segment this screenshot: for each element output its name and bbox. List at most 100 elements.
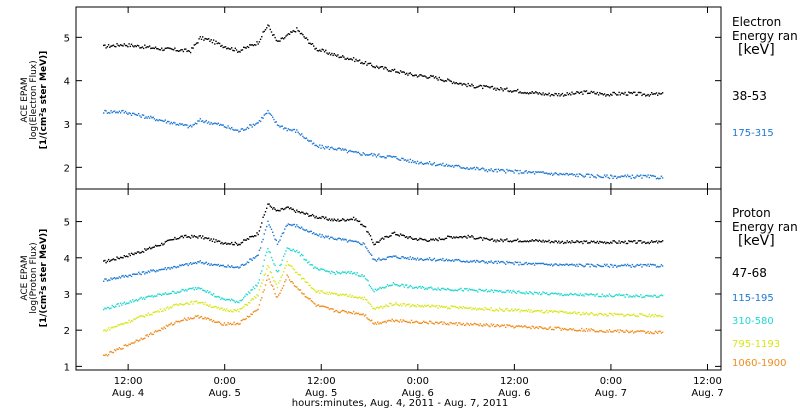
data-point: [601, 313, 603, 315]
data-point: [583, 313, 585, 315]
data-point: [187, 317, 189, 319]
data-point: [298, 274, 300, 276]
data-point: [150, 248, 152, 250]
data-point: [398, 305, 401, 307]
data-point: [118, 305, 121, 307]
data-point: [317, 217, 320, 219]
data-point: [505, 326, 507, 329]
data-point: [578, 263, 580, 265]
data-point: [298, 251, 300, 253]
data-point: [336, 220, 338, 222]
data-point: [179, 122, 181, 125]
data-point: [249, 292, 251, 294]
data-point: [171, 123, 174, 125]
data-point: [136, 339, 139, 342]
data-point: [223, 265, 226, 268]
data-point: [463, 324, 466, 327]
data-point: [130, 320, 133, 322]
data-point: [661, 265, 664, 267]
data-point: [315, 215, 317, 218]
data-point: [595, 293, 597, 296]
data-point: [461, 167, 463, 169]
data-point: [346, 271, 349, 273]
data-point: [250, 236, 252, 238]
data-point: [113, 277, 116, 279]
data-point: [156, 118, 158, 121]
data-point: [139, 315, 141, 317]
data-point: [630, 266, 632, 268]
data-point: [471, 324, 473, 326]
data-point: [622, 294, 624, 297]
data-point: [576, 330, 578, 332]
data-point: [332, 147, 334, 150]
data-point: [391, 156, 393, 158]
data-point: [479, 236, 481, 239]
data-point: [256, 309, 258, 311]
data-point: [573, 293, 576, 295]
data-point: [123, 255, 125, 257]
data-point: [106, 329, 109, 331]
data-point: [605, 331, 607, 333]
data-point: [502, 324, 504, 327]
data-point: [419, 285, 421, 288]
data-point: [590, 263, 592, 266]
data-point: [290, 129, 292, 131]
data-point: [473, 87, 475, 89]
data-point: [191, 234, 193, 237]
data-point: [142, 297, 145, 299]
data-point: [640, 263, 642, 266]
data-point: [437, 259, 439, 261]
data-point: [104, 44, 106, 46]
data-point: [570, 94, 572, 96]
data-point: [408, 161, 410, 163]
data-point: [191, 126, 193, 128]
data-point: [299, 134, 302, 136]
data-point: [194, 43, 197, 46]
data-point: [146, 296, 148, 298]
data-point: [433, 323, 436, 325]
data-point: [381, 237, 384, 239]
data-point: [533, 310, 536, 312]
data-point: [317, 235, 320, 237]
data-point: [641, 313, 643, 315]
data-point: [159, 119, 162, 121]
data-point: [525, 240, 527, 243]
data-point: [263, 289, 265, 291]
data-point: [366, 154, 368, 156]
data-point: [513, 327, 515, 329]
data-point: [526, 310, 529, 313]
data-point: [472, 236, 474, 238]
data-point: [169, 47, 171, 50]
data-point: [299, 289, 302, 291]
data-point: [617, 265, 619, 267]
data-point: [308, 42, 310, 44]
data-point: [185, 289, 187, 291]
data-point: [181, 319, 183, 322]
data-point: [537, 262, 539, 265]
data-point: [387, 256, 390, 258]
data-point: [130, 252, 133, 254]
data-point: [351, 295, 354, 297]
data-point: [199, 260, 201, 262]
data-point: [451, 305, 454, 308]
data-point: [509, 240, 512, 242]
data-point: [590, 293, 592, 295]
data-point: [540, 311, 542, 313]
data-point: [286, 206, 288, 208]
data-point: [278, 282, 280, 284]
data-point: [116, 325, 118, 327]
data-point: [618, 314, 620, 316]
data-point: [607, 242, 609, 244]
data-point: [135, 317, 137, 319]
data-point: [396, 303, 398, 305]
data-point: [338, 147, 340, 149]
data-point: [435, 260, 437, 262]
data-point: [477, 260, 479, 262]
data-point: [204, 316, 206, 319]
xtick-date-label: Aug. 7: [595, 388, 627, 399]
data-point: [110, 110, 112, 112]
data-point: [342, 271, 344, 273]
data-point: [645, 174, 647, 177]
data-point: [648, 295, 650, 297]
data-point: [186, 290, 188, 292]
